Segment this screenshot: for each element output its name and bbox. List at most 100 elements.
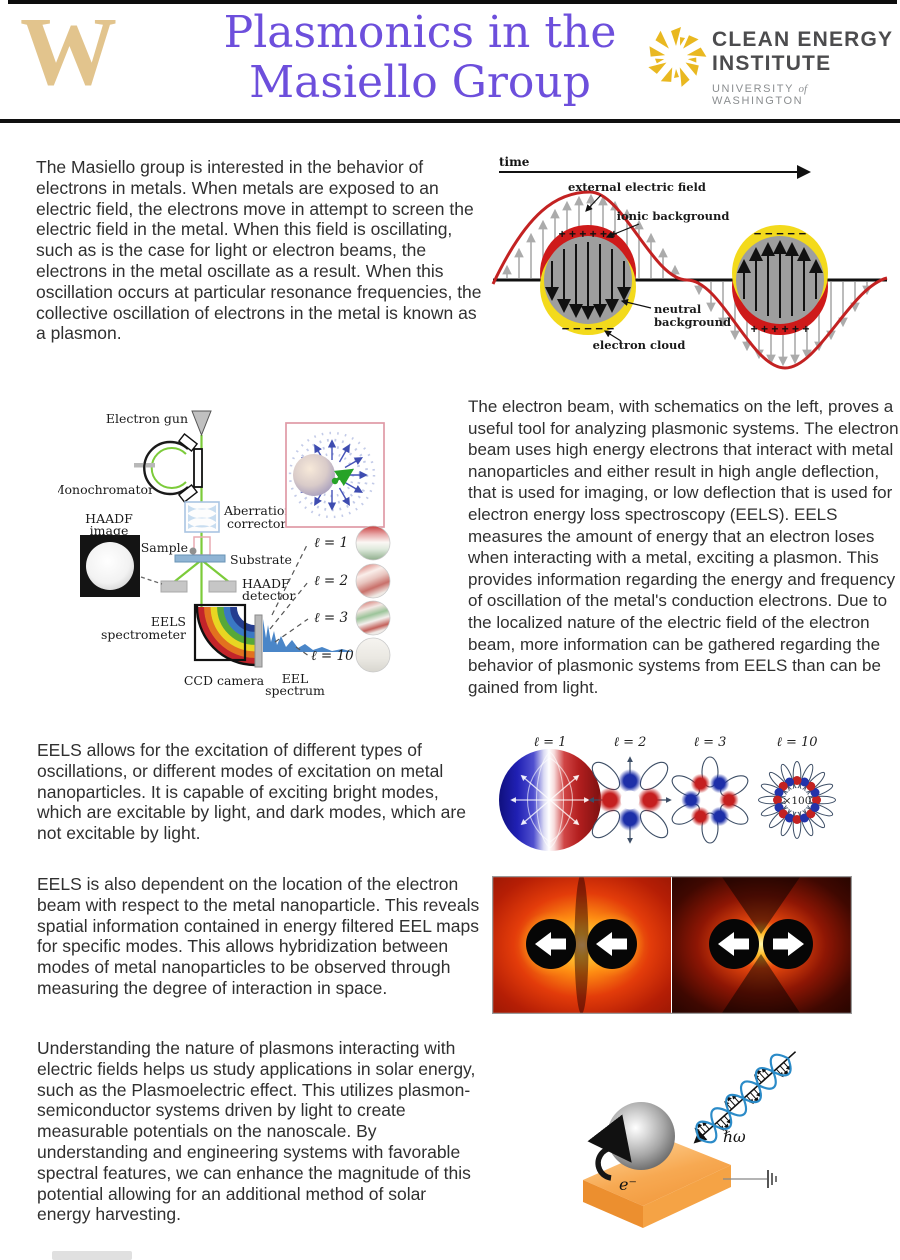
haadf-detector-label-1: HAADF: [242, 576, 290, 591]
plus-charges-left: + + + + + +: [559, 227, 618, 241]
external-field-pointer: [585, 194, 602, 212]
heatmap-bonding-mode: [493, 876, 671, 1014]
field-map-inset: [285, 422, 385, 528]
electron-arrows-up: [737, 240, 823, 318]
top-black-bar: [8, 0, 897, 4]
electron-label: e⁻: [619, 1175, 637, 1194]
sample-label: Sample: [141, 540, 188, 555]
eels-spectrometer-shape: [193, 603, 256, 667]
plus-charges-right: + + + + + +: [751, 322, 810, 336]
electron-transfer-arrow: [587, 1114, 632, 1181]
cei-subtitle: UNIVERSITY of WASHINGTON: [712, 83, 900, 107]
heatmap-antibonding-mode: [672, 877, 851, 1013]
electron-arrows-down: [545, 242, 631, 320]
dipole-arrow-left-2: [596, 932, 627, 956]
mode1-dipole: [499, 749, 601, 851]
haadf-image-label-1: HAADF: [85, 511, 133, 526]
uw-w-logo: W: [20, 0, 117, 105]
nanoparticle-right: − − − − − + + + + + +: [732, 225, 828, 336]
scattered-beam-right: [200, 559, 230, 583]
mode-label-l10: ℓ = 10: [311, 648, 354, 664]
mode-label-l1: ℓ = 1: [314, 535, 348, 551]
eels-spectrometer-label-2: spectrometer: [101, 627, 186, 642]
mode3-title: ℓ = 3: [694, 735, 727, 750]
dipole-arrow-left-1: [535, 932, 566, 956]
paragraph-electron-beam: The electron beam, with schematics on th…: [468, 397, 899, 697]
cei-logo-text: CLEAN ENERGY INSTITUTE UNIVERSITY of WAS…: [712, 28, 900, 107]
inset-nanoparticle: [293, 454, 335, 496]
eel-spectrum-shape: [263, 619, 354, 652]
eel-heatmap-figure: [492, 876, 852, 1014]
mode2-title: ℓ = 2: [614, 735, 647, 750]
header-divider: [0, 119, 900, 123]
photon-energy-label: ℏω: [723, 1128, 746, 1146]
cei-sub-of: of: [798, 83, 808, 95]
haadf-image-link: [140, 576, 163, 585]
mode-sphere-l1: [355, 525, 391, 561]
external-field-label: external electric field: [568, 180, 706, 194]
electron-cloud-pointer: [603, 330, 622, 342]
eels-schematic-figure: Electron gun Monochromator Aberration co…: [58, 410, 391, 698]
semiconductor-slab: [583, 1141, 731, 1228]
aberration-label-1: Aberration: [223, 503, 292, 518]
cei-sub-pre: UNIVERSITY: [712, 83, 794, 95]
inset-dipole-arrow: [334, 468, 355, 487]
page-title: Plasmonics in the Masiello Group: [205, 8, 635, 108]
ionic-background-label: ionic background: [617, 209, 730, 223]
paragraph-eels-modes: EELS allows for the excitation of differ…: [37, 740, 466, 844]
ground-connection: [723, 1170, 777, 1188]
multipole-modes-figure: ℓ = 1 ℓ = 2 ℓ = 3 ℓ = 10: [499, 735, 836, 851]
electric-field-sine-wave: [491, 190, 888, 370]
haadf-image-particle: [86, 542, 134, 590]
heatmap-border: [492, 876, 852, 1014]
time-label: time: [499, 155, 530, 169]
ccd-camera-bar: [254, 614, 263, 668]
mode-label-l3: ℓ = 3: [314, 610, 348, 626]
sample-particle: [189, 547, 197, 555]
mode4-title: ℓ = 10: [776, 735, 817, 750]
eels-spectrometer-label-1: EELS: [151, 614, 186, 629]
neutral-background-pointer: [620, 298, 652, 309]
substrate-bar: [174, 554, 226, 563]
incident-light-wave: [693, 1051, 797, 1144]
eel-spectrum-label-2: spectrum: [265, 683, 325, 698]
minus-charges-left: − − − − −: [562, 321, 615, 336]
dipole-arrow-outward-right: [773, 932, 804, 956]
page-title-line1: Plasmonics in the: [223, 7, 617, 58]
mode4-high-order: ×100: [758, 761, 836, 839]
plasmoelectric-figure: e⁻: [583, 1051, 797, 1228]
ccd-camera-label: CCD camera: [184, 673, 265, 688]
neutral-background-label-2: background: [654, 315, 731, 329]
cei-sub-post: WASHINGTON: [712, 95, 804, 107]
haadf-detector-label-2: detector: [242, 588, 295, 603]
cei-line2: INSTITUTE: [712, 52, 832, 75]
haadf-detector-right: [208, 580, 237, 593]
ionic-background-pointer: [605, 223, 640, 239]
cei-sunburst-icon: [648, 27, 707, 87]
dipole-arrow-outward-left: [718, 932, 749, 956]
haadf-detector-left: [160, 580, 188, 593]
eel-spectrum-label-1: EEL: [282, 671, 309, 686]
mode3-hexapole: [671, 756, 749, 844]
cei-line1: CLEAN ENERGY: [712, 28, 894, 51]
mode-sphere-l2: [355, 563, 391, 599]
neutral-background-label-1: neutral: [654, 302, 702, 316]
mode2-quadrupole: [588, 756, 672, 844]
plasmon-oscillation-figure: time: [491, 155, 888, 370]
aberration-corrector-shape: [184, 501, 220, 533]
mode-sphere-l3: [355, 600, 391, 636]
page-title-line2: Masiello Group: [249, 57, 591, 108]
haadf-image-label-2: image: [90, 523, 129, 538]
paragraph-plasmoelectric: Understanding the nature of plasmons int…: [37, 1038, 476, 1225]
mode1-title: ℓ = 1: [534, 735, 567, 750]
monochromator-label: Monochromator: [58, 482, 154, 497]
mode-pointer-lines: [269, 542, 310, 657]
paragraph-eels-location: EELS is also dependent on the location o…: [37, 874, 480, 998]
substrate-label: Substrate: [230, 552, 292, 567]
mode-sphere-l10: [355, 637, 391, 673]
mode4-scale-label: ×100: [783, 795, 812, 807]
scattered-beam-left: [173, 559, 203, 583]
electron-gun-label: Electron gun: [106, 411, 188, 426]
paragraph-intro: The Masiello group is interested in the …: [36, 157, 482, 344]
